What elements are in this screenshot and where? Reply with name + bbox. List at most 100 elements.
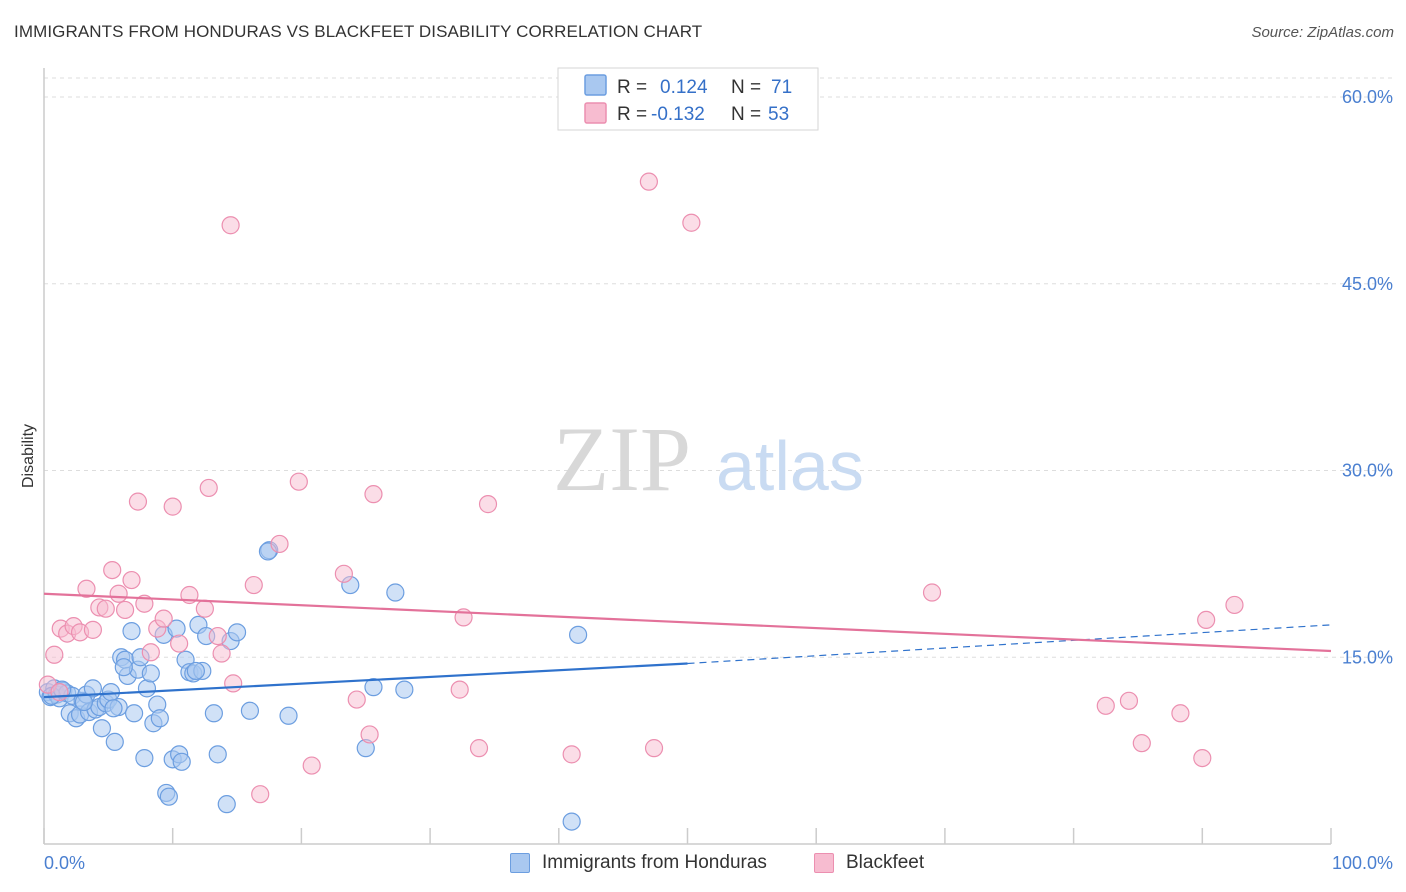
- point-blackfeet: [682, 213, 701, 232]
- point-blackfeet: [639, 172, 658, 191]
- point-honduras: [204, 704, 223, 723]
- point-blackfeet: [1119, 691, 1139, 710]
- legend-r-label-1: R =: [617, 77, 647, 98]
- point-blackfeet: [360, 725, 379, 744]
- point-blackfeet: [1193, 748, 1212, 768]
- legend-n-value-2: 53: [768, 104, 789, 125]
- legend-n-label-1: N =: [731, 77, 761, 98]
- point-honduras: [217, 795, 236, 814]
- point-honduras: [279, 706, 298, 725]
- x-ticks: [43, 828, 1332, 844]
- point-honduras: [137, 679, 157, 698]
- bottom-legend: Immigrants from Honduras Blackfeet: [0, 852, 1406, 878]
- watermark-atlas: atlas: [716, 427, 864, 505]
- point-blackfeet: [199, 478, 218, 498]
- point-honduras: [104, 699, 123, 718]
- point-blackfeet: [109, 584, 128, 603]
- point-honduras: [124, 704, 144, 723]
- point-blackfeet: [154, 609, 173, 628]
- point-honduras: [364, 678, 383, 697]
- point-blackfeet: [170, 634, 189, 653]
- point-blackfeet: [115, 600, 135, 620]
- point-blackfeet: [103, 560, 122, 580]
- point-blackfeet: [251, 785, 270, 804]
- point-honduras: [208, 745, 227, 764]
- point-honduras: [562, 812, 581, 831]
- point-blackfeet: [644, 739, 664, 758]
- bottom-legend-label-blackfeet: Blackfeet: [846, 852, 925, 873]
- point-blackfeet: [83, 620, 103, 639]
- point-blackfeet: [922, 583, 942, 602]
- point-blackfeet: [1197, 610, 1216, 630]
- bottom-legend-label-honduras: Immigrants from Honduras: [542, 852, 767, 873]
- chart-title: IMMIGRANTS FROM HONDURAS VS BLACKFEET DI…: [14, 22, 703, 41]
- point-blackfeet: [270, 534, 289, 554]
- point-blackfeet: [289, 472, 308, 491]
- bottom-legend-item-honduras: Immigrants from Honduras: [510, 852, 767, 874]
- point-honduras: [386, 583, 405, 602]
- point-blackfeet: [1132, 734, 1151, 753]
- point-honduras: [92, 719, 112, 738]
- point-blackfeet: [96, 599, 115, 618]
- trend-line-honduras-projection: [687, 624, 1332, 665]
- point-honduras: [159, 787, 178, 806]
- point-blackfeet: [77, 579, 96, 598]
- point-honduras: [186, 661, 205, 681]
- point-blackfeet: [469, 739, 489, 758]
- point-honduras: [395, 680, 414, 699]
- point-blackfeet: [347, 690, 366, 709]
- point-blackfeet: [562, 745, 581, 764]
- y-tick-label-15: 15.0%: [1342, 647, 1393, 667]
- gridlines: [44, 77, 1393, 658]
- bottom-legend-swatch-pink: [814, 853, 834, 873]
- point-blackfeet: [212, 644, 231, 663]
- y-tick-label-60: 60.0%: [1342, 87, 1393, 107]
- point-honduras: [141, 664, 160, 683]
- point-blackfeet: [244, 575, 263, 595]
- legend-r-value-2: -0.132: [651, 104, 705, 125]
- point-blackfeet: [141, 643, 160, 662]
- point-honduras: [569, 625, 588, 644]
- point-honduras: [101, 683, 121, 702]
- legend-r-label-2: R =: [617, 104, 647, 125]
- point-honduras: [135, 748, 154, 768]
- bottom-legend-item-blackfeet: Blackfeet: [814, 852, 924, 874]
- legend: R = 0.124 N = 71 R = -0.132 N = 53: [557, 67, 819, 131]
- x-tick-label-min: 0.0%: [44, 853, 85, 873]
- point-blackfeet: [45, 645, 64, 664]
- point-honduras: [105, 732, 124, 752]
- bottom-legend-swatch-blue: [510, 853, 530, 873]
- point-honduras: [83, 679, 103, 698]
- y-tick-labels: 15.0% 30.0% 45.0% 60.0%: [1342, 87, 1393, 667]
- legend-swatch-blue: [584, 74, 607, 96]
- legend-swatch-pink: [584, 102, 607, 124]
- point-blackfeet: [1225, 595, 1244, 615]
- point-blackfeet: [1171, 704, 1190, 723]
- point-blackfeet: [450, 680, 469, 699]
- point-honduras: [150, 709, 169, 728]
- point-blackfeet: [195, 599, 214, 618]
- trend-lines: [43, 592, 1332, 699]
- legend-r-value-1: 0.124: [660, 77, 708, 98]
- point-honduras: [227, 623, 247, 642]
- point-blackfeet: [224, 674, 243, 693]
- legend-n-label-2: N =: [731, 104, 761, 125]
- point-blackfeet: [478, 495, 498, 514]
- y-tick-label-45: 45.0%: [1342, 274, 1393, 294]
- watermark-zip: ZIP: [553, 408, 691, 510]
- point-honduras: [172, 752, 191, 771]
- series-honduras-points: [38, 541, 588, 831]
- point-blackfeet: [128, 492, 148, 511]
- point-honduras: [122, 622, 141, 641]
- point-blackfeet: [122, 570, 141, 590]
- trend-line-blackfeet: [43, 592, 1332, 653]
- point-blackfeet: [163, 497, 182, 516]
- point-blackfeet: [50, 683, 69, 702]
- point-blackfeet: [221, 216, 240, 235]
- series-blackfeet-points: [38, 172, 1244, 804]
- x-tick-label-max: 100.0%: [1332, 853, 1393, 873]
- y-tick-label-30: 30.0%: [1342, 461, 1393, 481]
- point-blackfeet: [334, 564, 353, 583]
- point-honduras: [74, 692, 93, 712]
